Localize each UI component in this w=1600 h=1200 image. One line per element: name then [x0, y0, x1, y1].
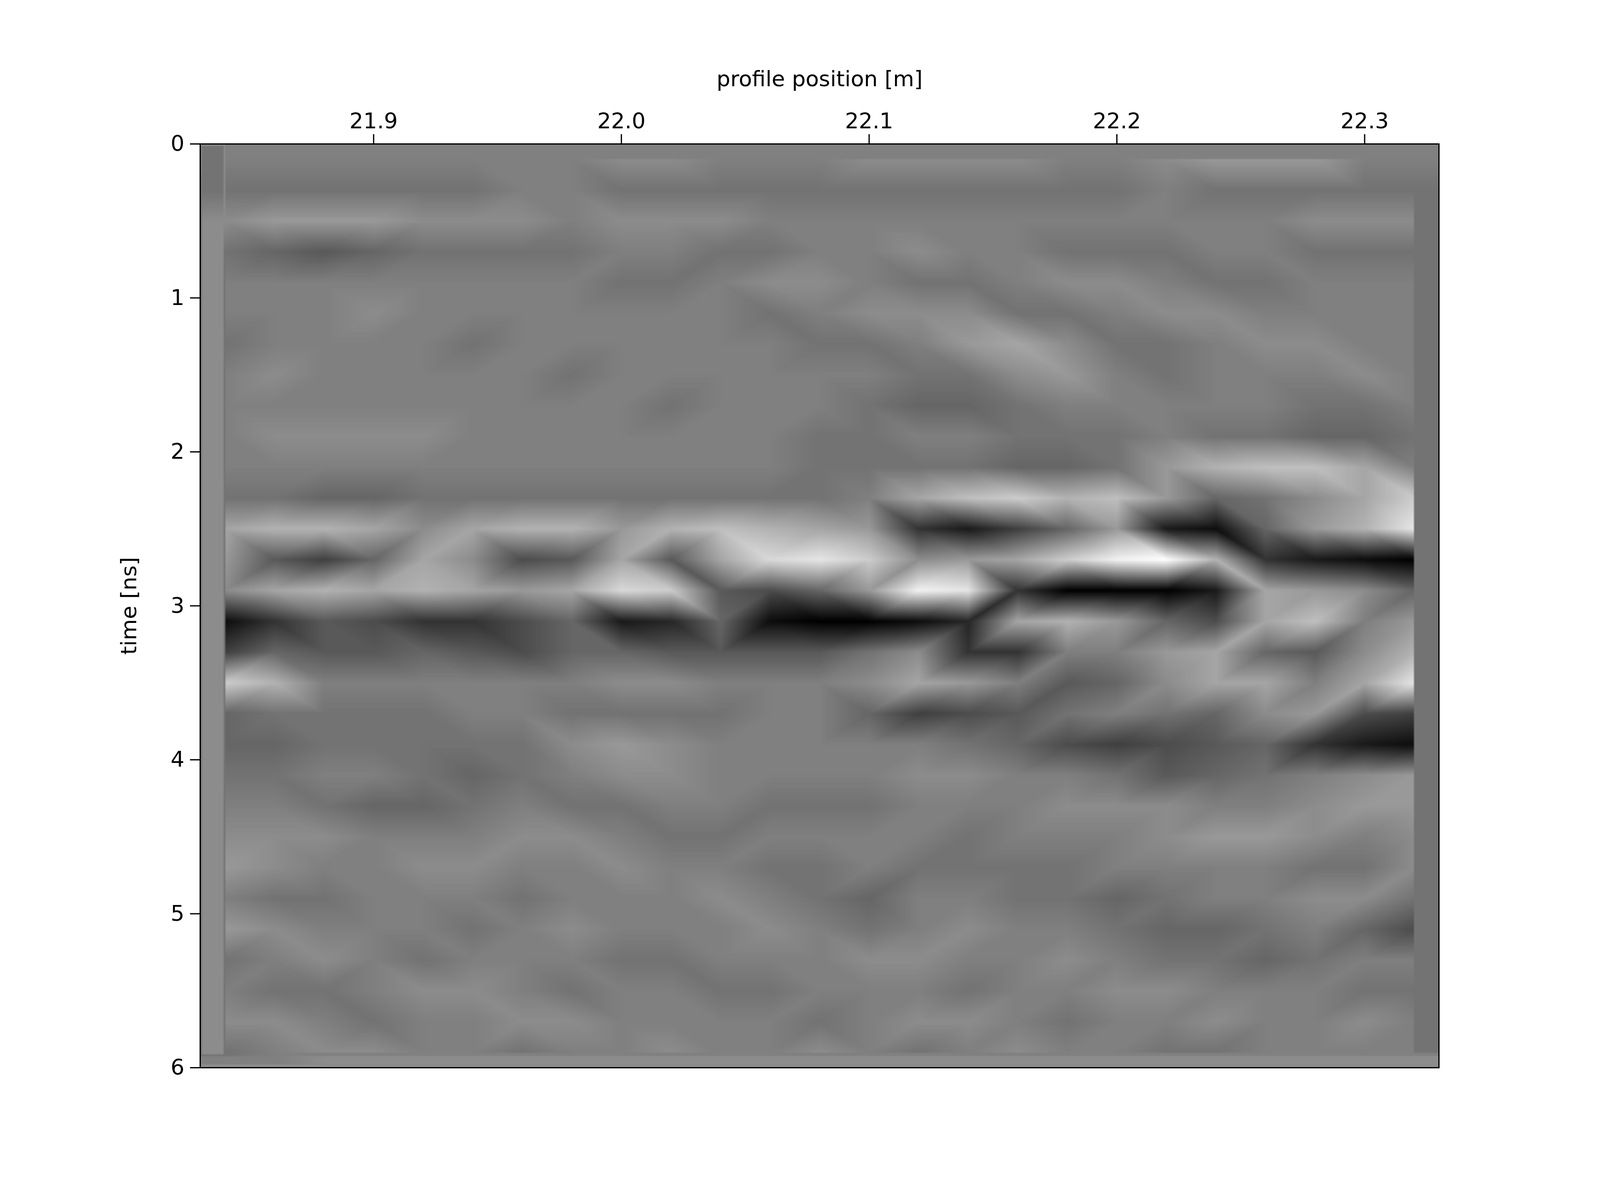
svg-text:22.3: 22.3	[1340, 108, 1389, 134]
svg-text:2: 2	[170, 438, 185, 464]
svg-text:time [ns]: time [ns]	[116, 557, 142, 655]
svg-text:1: 1	[170, 285, 185, 310]
svg-text:profile position [m]: profile position [m]	[716, 66, 923, 92]
svg-text:21.9: 21.9	[349, 108, 398, 134]
svg-text:4: 4	[170, 746, 185, 772]
svg-text:6: 6	[170, 1054, 185, 1080]
svg-text:0: 0	[170, 130, 185, 156]
svg-text:22.2: 22.2	[1092, 108, 1142, 134]
svg-text:22.1: 22.1	[845, 108, 894, 134]
svg-text:5: 5	[170, 900, 185, 926]
svg-text:3: 3	[170, 592, 185, 618]
svg-text:22.0: 22.0	[597, 108, 646, 134]
